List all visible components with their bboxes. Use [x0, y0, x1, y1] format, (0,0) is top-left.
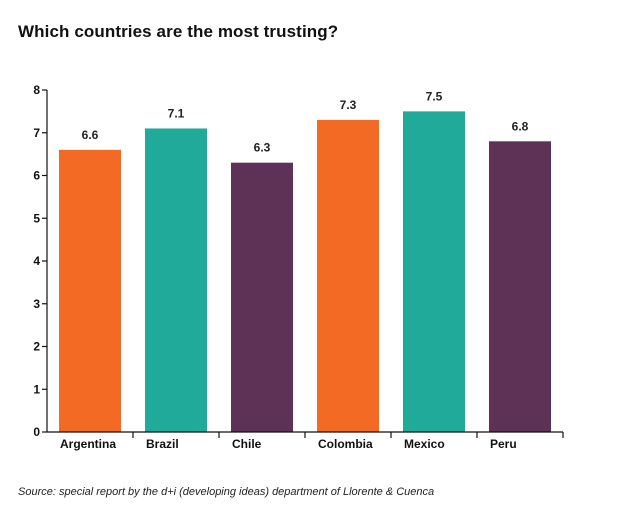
y-tick-label: 6 [33, 169, 40, 183]
bar-argentina [59, 149, 121, 432]
value-label: 7.1 [168, 106, 185, 120]
x-tick-label: Argentina [60, 437, 116, 451]
y-tick-label: 7 [33, 126, 40, 140]
bar-colombia [317, 119, 379, 433]
y-tick-label: 1 [33, 382, 40, 396]
y-axis: 0 1 2 3 4 5 6 7 8 [33, 83, 48, 439]
bar-chile [231, 162, 293, 433]
value-label: 6.6 [82, 128, 99, 142]
bar-peru [489, 141, 551, 433]
value-label: 7.3 [340, 98, 357, 112]
y-tick-label: 4 [33, 254, 40, 268]
bar-mexico [403, 111, 465, 432]
x-tick-label: Colombia [318, 437, 373, 451]
chart-title: Which countries are the most trusting? [18, 22, 339, 41]
x-tick-label: Chile [232, 437, 262, 451]
y-tick-label: 8 [33, 83, 40, 97]
bars-group: 6.6 7.1 6.3 7.3 7.5 6.8 [59, 89, 551, 433]
source-note: Source: special report by the d+i (devel… [18, 486, 435, 498]
value-label: 6.3 [254, 141, 271, 155]
x-tick-label: Peru [490, 437, 517, 451]
y-tick-label: 2 [33, 340, 40, 354]
y-tick-label: 5 [33, 211, 40, 225]
value-label: 6.8 [512, 119, 529, 133]
x-axis: Argentina Brazil Chile Colombia Mexico Peru [47, 431, 564, 451]
value-label: 7.5 [426, 89, 443, 103]
x-tick-label: Mexico [404, 437, 445, 451]
bar-brazil [145, 128, 207, 432]
x-tick-label: Brazil [146, 437, 179, 451]
y-tick-label: 3 [33, 297, 40, 311]
bar-chart: 0 1 2 3 4 5 6 7 8 6.6 7.1 6.3 7.3 7.5 6.8 Argentina Br… [33, 83, 564, 451]
y-tick-label: 0 [33, 425, 40, 439]
